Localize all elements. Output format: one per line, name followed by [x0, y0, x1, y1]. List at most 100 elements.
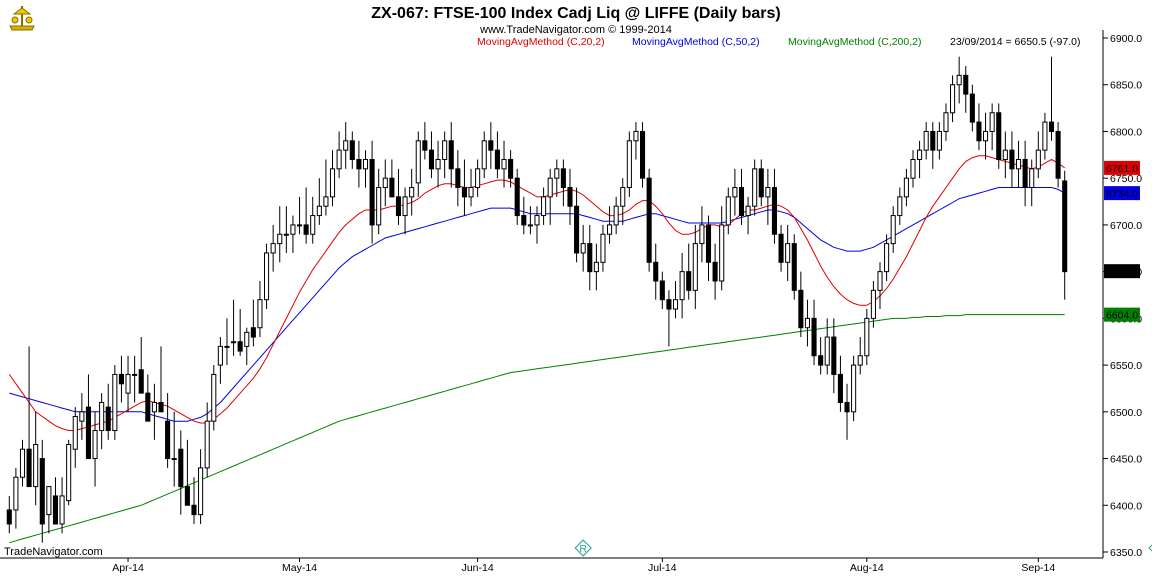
candle-body: [158, 401, 164, 413]
down-candle: [105, 383, 111, 440]
down-candle: [6, 495, 12, 534]
legend-ma200: MovingAvgMethod (C,200,2): [788, 36, 921, 48]
x-tick-label: Aug-14: [850, 562, 884, 574]
candle-body: [112, 373, 118, 432]
candle-body: [877, 271, 883, 291]
down-candle: [705, 215, 712, 281]
up-candle: [936, 122, 942, 160]
down-candle: [521, 196, 527, 235]
candle-body: [250, 327, 256, 338]
down-candle: [52, 477, 59, 525]
up-candle: [989, 103, 995, 151]
candle-body: [501, 158, 507, 170]
up-candle: [1002, 131, 1008, 179]
up-candle: [323, 159, 329, 216]
candle-body: [798, 289, 804, 329]
ma20-line: [8, 155, 1065, 431]
up-candle: [362, 150, 369, 188]
candle-body: [699, 224, 705, 245]
candle-body: [145, 392, 151, 422]
candle-body: [771, 187, 778, 235]
candle-body: [296, 224, 303, 227]
down-candle: [250, 299, 256, 347]
up-candle: [765, 168, 771, 225]
up-candle: [745, 196, 751, 235]
up-candle: [296, 196, 303, 235]
up-candle: [607, 206, 613, 244]
footer-brand: TradeNavigator.com: [4, 546, 103, 558]
candle-body: [745, 205, 751, 217]
candle-body: [99, 401, 105, 432]
up-candle: [343, 122, 349, 169]
up-candle: [198, 449, 204, 524]
up-candle: [283, 206, 289, 253]
y-tick-label: 6350.0: [1110, 547, 1142, 559]
down-candle: [508, 150, 514, 188]
up-candle: [692, 224, 698, 310]
price-tag-label: 6761.0: [1106, 163, 1138, 175]
up-candle: [699, 206, 705, 263]
up-candle: [917, 140, 923, 179]
candle-body: [415, 140, 421, 184]
candle-body: [600, 233, 606, 263]
candle-body: [857, 355, 863, 366]
down-candle: [976, 103, 982, 151]
up-candle: [204, 402, 210, 478]
candle-body: [917, 149, 923, 160]
candle-body: [791, 243, 797, 291]
down-candle: [158, 346, 164, 413]
candle-body: [692, 243, 698, 291]
candle-body: [1055, 130, 1061, 179]
up-candle: [125, 355, 131, 412]
down-candle: [1062, 170, 1068, 300]
up-candle: [475, 159, 481, 197]
up-candle: [752, 159, 758, 216]
down-candle: [831, 318, 837, 394]
x-tick-label: Apr-14: [112, 562, 144, 574]
candle-body: [369, 158, 375, 226]
candle-body: [323, 196, 329, 207]
candle-body: [217, 345, 223, 366]
up-candle: [66, 439, 72, 506]
candle-body: [560, 168, 566, 189]
y-tick-label: 6400.0: [1110, 500, 1142, 512]
candle-body: [13, 476, 19, 511]
candle-body: [264, 252, 270, 301]
candle-body: [277, 233, 283, 245]
down-candle: [165, 393, 171, 468]
candle-body: [329, 168, 336, 198]
candle-body: [996, 112, 1002, 160]
up-candle: [382, 159, 388, 207]
chart-title: ZX-067: FTSE-100 Index Cadj Liq @ LIFFE …: [371, 5, 780, 22]
down-candle: [1022, 140, 1028, 207]
up-candle: [376, 168, 382, 235]
up-candle: [1035, 131, 1041, 179]
up-candle: [541, 187, 547, 225]
candle-body: [224, 345, 230, 348]
down-candle: [191, 477, 197, 524]
down-candle: [837, 355, 843, 412]
up-candle: [910, 150, 916, 188]
candle-body: [468, 187, 474, 198]
diamond-label: R: [579, 543, 587, 555]
candle-body: [488, 140, 494, 151]
down-candle: [930, 122, 936, 169]
candle-body: [639, 130, 646, 179]
candle-body: [211, 373, 217, 422]
up-candle: [310, 196, 316, 244]
up-candle: [231, 299, 237, 356]
candle-body: [587, 243, 593, 273]
chart-subtitle: www.TradeNavigator.com © 1999-2014: [479, 24, 672, 36]
candle-body: [448, 140, 454, 170]
down-candle: [488, 122, 494, 169]
up-candle: [897, 187, 903, 225]
candle-body: [422, 140, 428, 151]
candle-body: [514, 177, 520, 217]
down-candle: [778, 224, 784, 272]
candle-body: [956, 74, 962, 86]
down-candle: [791, 234, 797, 300]
candle-body: [646, 177, 652, 263]
candle-body: [85, 406, 91, 460]
down-candle: [659, 271, 665, 310]
up-candle: [79, 393, 85, 440]
